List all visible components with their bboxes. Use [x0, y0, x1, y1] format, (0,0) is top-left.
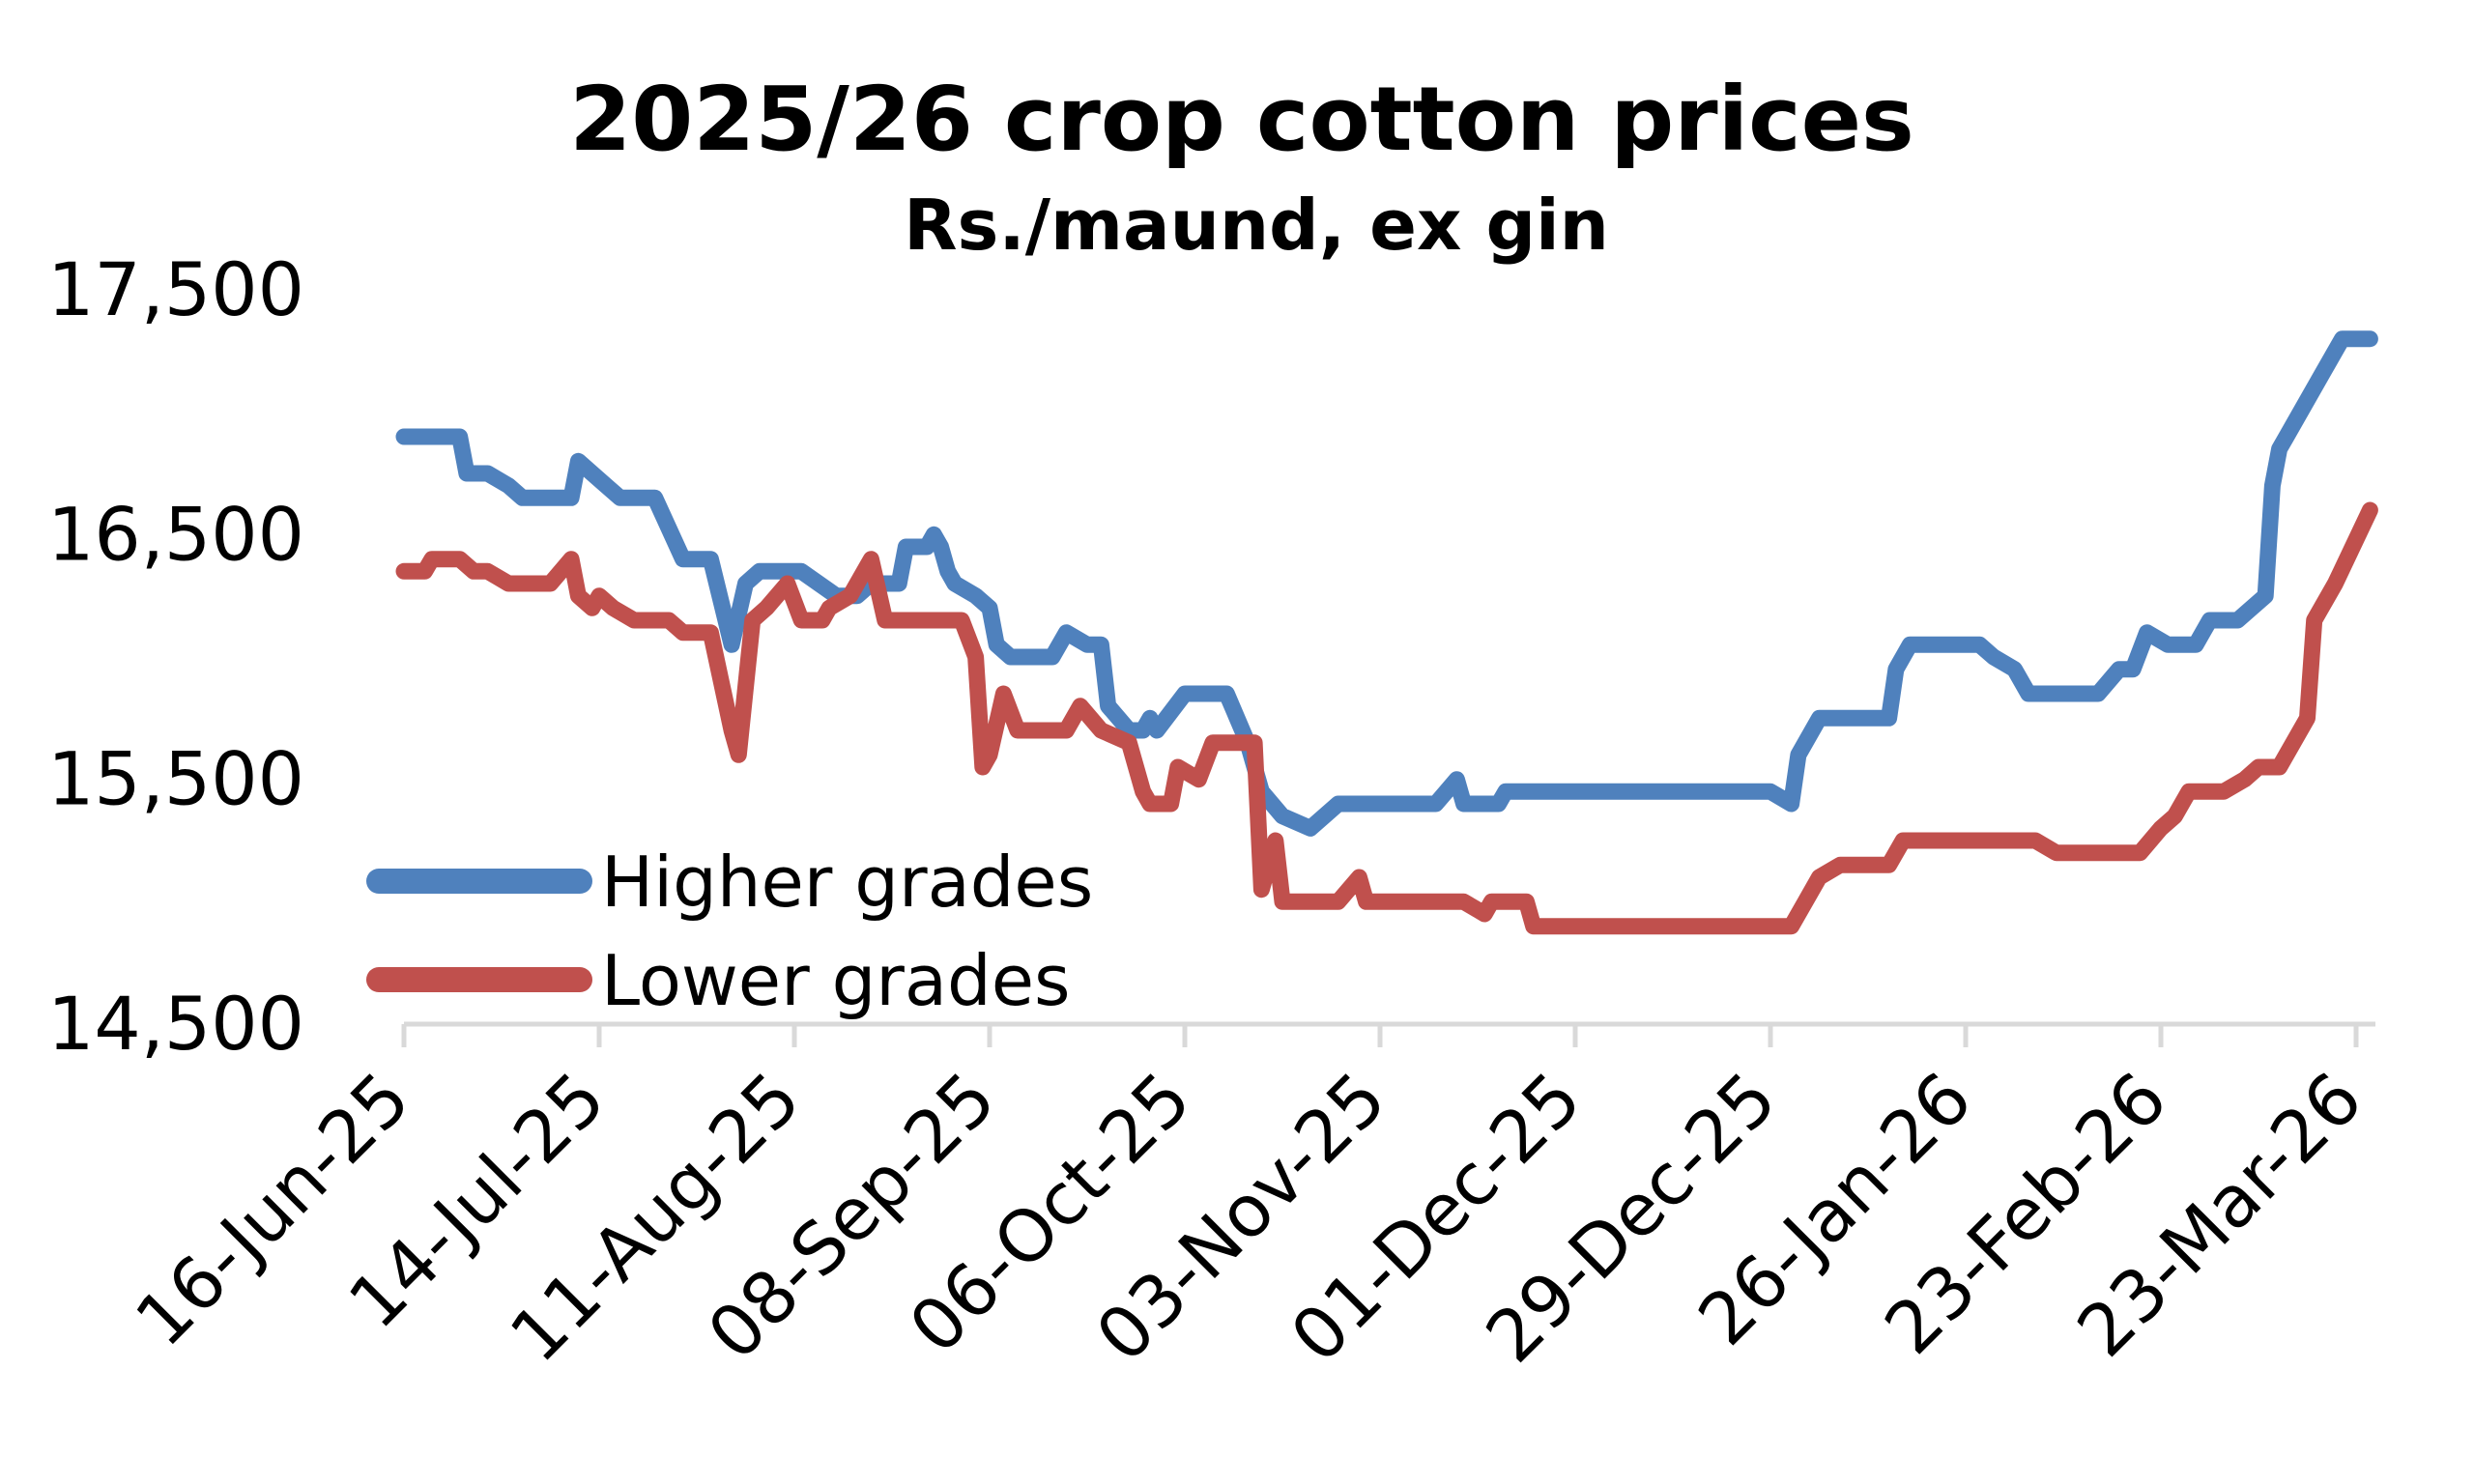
- y-tick-label: 15,500: [47, 736, 304, 822]
- legend-label: Lower grades: [601, 940, 1071, 1021]
- series-layer: [395, 330, 2378, 935]
- legend: Higher grades Lower grades: [366, 842, 1093, 1021]
- series-line: [395, 330, 2378, 837]
- y-tick-label: 16,500: [47, 491, 304, 577]
- y-tick-label: 14,500: [47, 981, 304, 1067]
- x-axis: 16-Jun-2514-Jul-2511-Aug-2508-Sep-2506-O…: [120, 1021, 2378, 1379]
- y-axis-ticks: 14,500 15,500 16,500 17,500: [47, 246, 304, 1067]
- chart-title: 2025/26 crop cotton prices: [569, 68, 1914, 171]
- series-line: [395, 501, 2378, 935]
- legend-label: Higher grades: [601, 842, 1093, 923]
- y-tick-label: 17,500: [47, 246, 304, 332]
- chart-subtitle: Rs./maund, ex gin: [904, 185, 1609, 266]
